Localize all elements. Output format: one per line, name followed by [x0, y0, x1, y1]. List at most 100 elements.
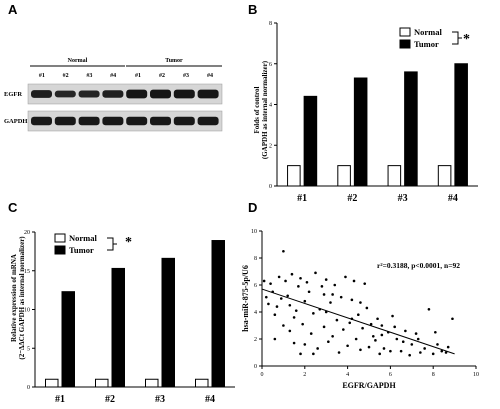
bar-normal: [95, 378, 109, 388]
y-tick-label: 0: [254, 364, 257, 370]
legend-swatch: [399, 27, 411, 37]
scatter-point: [363, 282, 367, 285]
scatter-point: [305, 281, 309, 284]
legend-label: Tumor: [414, 39, 439, 49]
y-tick-label: 0: [269, 184, 272, 190]
scatter-point: [273, 313, 277, 317]
group-label: Tumor: [165, 58, 183, 64]
scatter-point: [399, 349, 403, 353]
scatter-point: [339, 295, 343, 299]
scatter-point: [346, 344, 349, 348]
blot-strip: [27, 83, 223, 105]
scatter-point: [444, 351, 448, 354]
scatter-point: [419, 351, 422, 354]
regression-line: [261, 288, 455, 355]
scatter-point: [309, 332, 313, 335]
bar-tumor: [454, 63, 468, 187]
scatter-point: [292, 316, 296, 319]
bar-normal: [387, 165, 402, 187]
western-blot-panel: Normal #1 #2 #3 #4 Tumor #1 #2 #3 #4 EGFR GAPDH: [4, 58, 223, 132]
scatter-point: [267, 302, 270, 306]
scatter-point: [312, 312, 315, 315]
scatter-point: [288, 303, 292, 307]
scatter-point: [316, 347, 319, 350]
scatter-point: [359, 301, 362, 304]
group-label: Normal: [68, 58, 88, 64]
scatter-point: [350, 317, 354, 321]
scatter-point: [371, 335, 375, 338]
scatter-point: [331, 293, 334, 296]
bar-normal: [437, 165, 452, 187]
scatter-point: [322, 325, 326, 329]
blot-band: [173, 116, 195, 126]
blot-band: [197, 116, 219, 126]
scatter-point: [380, 324, 384, 327]
bar-tumor: [111, 267, 125, 388]
scatter-point: [401, 340, 405, 344]
blot-band: [150, 116, 171, 126]
blot-band: [78, 90, 100, 98]
panel-letter-a: A: [8, 2, 18, 17]
bar-normal: [287, 165, 301, 187]
x-tick-label: #4: [448, 193, 458, 204]
panel-letter-b: B: [248, 2, 257, 17]
scatter-point: [262, 279, 266, 283]
x-tick-label: 10: [473, 372, 479, 378]
sample-label: #2: [159, 73, 165, 79]
y-tick-label: 6: [269, 62, 272, 68]
legend-bracket: [452, 31, 459, 45]
scatter-point: [376, 317, 379, 321]
scatter-point: [288, 329, 292, 333]
blot-band: [102, 116, 124, 126]
blot-band: [126, 116, 148, 126]
scatter-point: [303, 299, 307, 303]
x-tick-label: #1: [297, 193, 307, 204]
x-tick-label: 4: [346, 372, 349, 378]
y-tick-label: 4: [269, 103, 272, 109]
scatter-point: [324, 310, 328, 314]
x-tick-label: #4: [205, 394, 215, 405]
scatter-point: [393, 325, 396, 329]
ylabel-b-line1: Folds of control: [253, 86, 261, 133]
scatter-point: [333, 283, 337, 287]
scatter-point: [284, 279, 287, 283]
legend-bracket: [107, 237, 114, 251]
blot-band: [150, 89, 171, 99]
scatter-point: [367, 345, 371, 349]
x-tick-label: 8: [432, 372, 435, 378]
scatter-point: [286, 294, 289, 298]
x-axis-label: EGFR/GAPDH: [342, 381, 396, 390]
scatter-point: [348, 321, 352, 325]
bar-normal: [195, 378, 209, 388]
scatter-point: [292, 341, 296, 345]
bar-normal: [45, 378, 59, 388]
y-tick-label: 6: [254, 283, 257, 289]
scatter-point: [314, 271, 317, 275]
y-tick-label: 15: [24, 269, 30, 275]
scatter-point: [369, 322, 373, 326]
bar-tumor: [61, 291, 75, 388]
scatter-point: [395, 337, 399, 341]
y-tick-label: 0: [27, 385, 30, 391]
scatter-point: [303, 343, 307, 346]
y-tick-label: 8: [269, 21, 272, 27]
scatter-point: [361, 326, 364, 330]
scatter-point: [327, 340, 330, 344]
bar-tumor: [404, 71, 418, 187]
bar-chart-c: 0 5 10 15 20 #1 #2 #3 #4 Normal Tumor: [24, 230, 235, 405]
blot-band: [78, 116, 100, 126]
y-tick-label: 20: [24, 230, 30, 236]
legend-swatch: [54, 245, 66, 255]
scatter-point: [389, 349, 392, 353]
scatter-point: [279, 297, 283, 300]
scatter-point: [416, 337, 420, 341]
regression-annotation: r²=0.3188, p<0.0001, n=92: [377, 261, 460, 270]
scatter-point: [264, 295, 268, 299]
x-tick-label: #3: [398, 193, 408, 204]
legend-label: Tumor: [69, 245, 94, 255]
blot-band: [31, 90, 52, 98]
scatter-point: [307, 290, 311, 294]
y-tick-label: 10: [24, 308, 30, 314]
bar-tumor: [161, 257, 175, 388]
